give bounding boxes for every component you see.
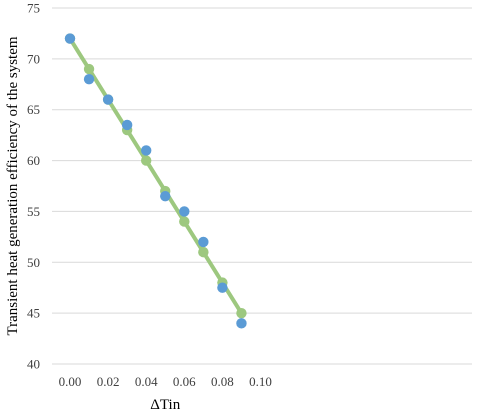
y-tick-label: 45 <box>27 306 40 321</box>
data-point <box>141 145 152 156</box>
x-tick-label: 0.08 <box>211 374 234 389</box>
x-tick-labels: 0.00 0.02 0.04 0.06 0.08 0.10 <box>59 374 272 389</box>
plot-series <box>64 33 247 329</box>
y-tick-label: 50 <box>27 255 40 270</box>
y-tick-label: 40 <box>27 357 40 372</box>
x-tick-label: 0.04 <box>135 374 158 389</box>
y-tick-label: 65 <box>27 102 40 117</box>
data-point <box>160 190 171 202</box>
x-tick-label: 0.06 <box>173 374 196 389</box>
x-axis-title: ΔTin <box>150 397 180 413</box>
x-tick-label: 0.10 <box>249 374 272 389</box>
data-point <box>179 216 190 227</box>
data-point <box>141 155 152 166</box>
series-1 <box>64 33 247 329</box>
data-point <box>102 94 114 105</box>
x-tick-label: 0.02 <box>97 374 120 389</box>
y-tick-label: 55 <box>27 204 40 219</box>
y-tick-label: 75 <box>27 1 40 16</box>
y-tick-labels: 40 45 50 55 60 65 70 75 <box>27 1 40 372</box>
y-axis-title: Transient heat generation efficiency of … <box>5 36 21 335</box>
y-tick-label: 70 <box>27 51 40 66</box>
data-point <box>83 74 95 85</box>
data-point <box>64 33 76 44</box>
x-tick-label: 0.00 <box>59 374 82 389</box>
data-point <box>236 318 247 329</box>
data-point <box>198 246 209 258</box>
data-point <box>83 63 95 75</box>
data-point <box>121 119 133 131</box>
series-line <box>68 36 244 316</box>
data-point <box>217 282 228 293</box>
gridlines <box>52 7 472 365</box>
y-tick-label: 60 <box>27 153 40 168</box>
data-point <box>236 307 247 319</box>
data-point <box>198 236 209 248</box>
data-point <box>179 206 190 217</box>
